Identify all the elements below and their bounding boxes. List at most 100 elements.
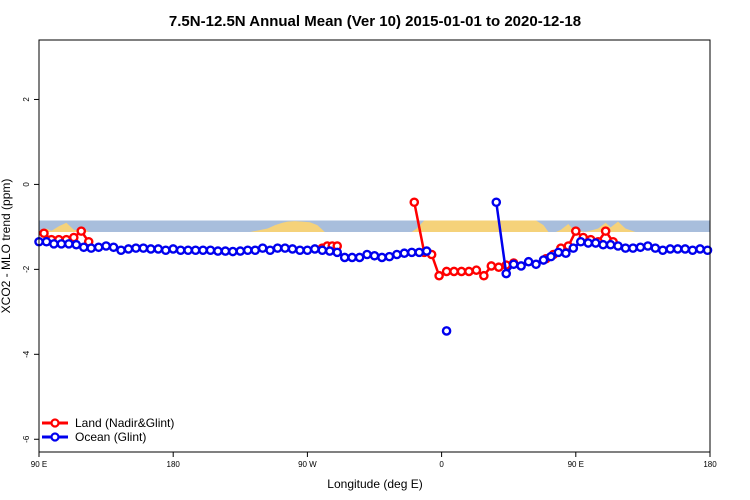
land-point <box>464 266 474 277</box>
ocean-point <box>369 250 380 261</box>
ocean-point <box>302 245 313 256</box>
ocean-point <box>635 242 646 253</box>
legend: Land (Nadir&Glint) Ocean (Glint) <box>42 416 174 444</box>
ocean-point <box>384 251 395 262</box>
land-point <box>39 228 49 239</box>
legend-label-ocean: Ocean (Glint) <box>75 430 146 444</box>
land-point <box>486 261 497 271</box>
ocean-point <box>56 239 67 249</box>
land-point <box>571 226 581 236</box>
ocean-point <box>575 236 586 247</box>
ocean-point <box>695 244 705 254</box>
ocean-point <box>687 245 698 256</box>
ocean-point <box>310 244 320 254</box>
ocean-point <box>116 245 126 256</box>
ocean-point <box>538 255 549 265</box>
x-axis-label: Longitude (deg E) <box>327 477 422 491</box>
ocean-point <box>280 243 290 253</box>
ocean-point <box>702 245 713 256</box>
ocean-point <box>650 243 661 253</box>
ocean-point <box>620 243 631 253</box>
ocean-point <box>598 239 608 250</box>
land-point <box>441 266 452 277</box>
land-point <box>471 265 482 276</box>
chart-title: 7.5N-12.5N Annual Mean (Ver 10) 2015-01-… <box>169 13 581 30</box>
plot-frame <box>38 39 711 453</box>
ocean-point <box>657 245 668 256</box>
ocean-point <box>213 246 223 256</box>
land-point <box>434 270 444 281</box>
ocean-point <box>665 244 676 254</box>
legend-marker-ocean <box>50 432 60 442</box>
ocean-point <box>265 245 275 256</box>
ocean-point <box>317 245 328 256</box>
land-point <box>409 197 420 208</box>
ocean-point <box>347 252 357 263</box>
ocean-point <box>339 252 350 263</box>
ocean-point <box>501 268 512 279</box>
ocean-point <box>531 259 541 270</box>
land-point <box>600 226 611 236</box>
y-axis-label: XCO2 - MLO trend (ppm) <box>0 179 13 314</box>
ocean-point <box>228 246 238 257</box>
ocean-point <box>49 239 59 249</box>
ocean-point <box>64 239 74 249</box>
ocean-point <box>392 249 402 260</box>
ocean-point <box>235 246 246 256</box>
ocean-point <box>561 248 571 259</box>
ocean-point <box>583 238 594 248</box>
ocean-point <box>628 243 638 253</box>
y-tick-label: -4 <box>22 350 31 358</box>
ocean-point <box>198 245 208 256</box>
ocean-point <box>672 244 683 254</box>
ocean-point <box>421 246 432 256</box>
y-tick-label: -6 <box>22 435 31 443</box>
ocean-point <box>680 244 690 254</box>
land-point <box>76 226 87 236</box>
legend-label-land: Land (Nadir&Glint) <box>75 416 174 430</box>
band-background <box>39 220 710 232</box>
ocean-point <box>220 246 231 256</box>
land-point <box>456 266 467 277</box>
ocean-point <box>295 245 305 256</box>
ocean-point <box>101 241 111 251</box>
legend-marker-land <box>50 418 60 428</box>
land-fraction-area <box>39 220 710 232</box>
ocean-point <box>377 252 387 263</box>
ocean-point <box>123 244 134 254</box>
ocean-point <box>590 238 601 248</box>
ocean-point <box>406 247 417 258</box>
ocean-point <box>508 259 519 270</box>
land-point <box>449 266 459 277</box>
x-axis: 90 E 180 90 W 0 90 E 180 <box>31 452 717 469</box>
ocean-point <box>160 245 171 256</box>
series-ocean <box>34 197 713 336</box>
land-point <box>479 270 489 281</box>
x-tick-label: 180 <box>167 460 181 469</box>
ocean-point <box>332 247 343 258</box>
land-point <box>493 262 504 273</box>
ocean-point <box>108 242 119 253</box>
ocean-point <box>272 243 283 253</box>
ocean-point <box>146 244 156 254</box>
ocean-point <box>546 251 556 262</box>
ocean-point <box>324 246 335 256</box>
y-tick-label: 0 <box>22 182 31 187</box>
y-tick-label: -2 <box>22 265 31 273</box>
ocean-point <box>568 243 579 253</box>
ocean-point <box>399 248 410 259</box>
ocean-point <box>93 242 104 253</box>
ocean-point <box>605 239 616 250</box>
ocean-point <box>414 247 425 258</box>
x-tick-label: 90 E <box>31 460 47 469</box>
ocean-point <box>78 242 89 253</box>
y-axis: 2 0 -2 -4 -6 <box>22 97 39 443</box>
ocean-point <box>287 244 298 254</box>
x-tick-label: 90 E <box>568 460 584 469</box>
ocean-point <box>257 243 268 253</box>
ocean-point <box>250 245 261 256</box>
ocean-point <box>183 245 193 256</box>
ocean-point <box>153 244 164 254</box>
ocean-point <box>362 249 372 260</box>
